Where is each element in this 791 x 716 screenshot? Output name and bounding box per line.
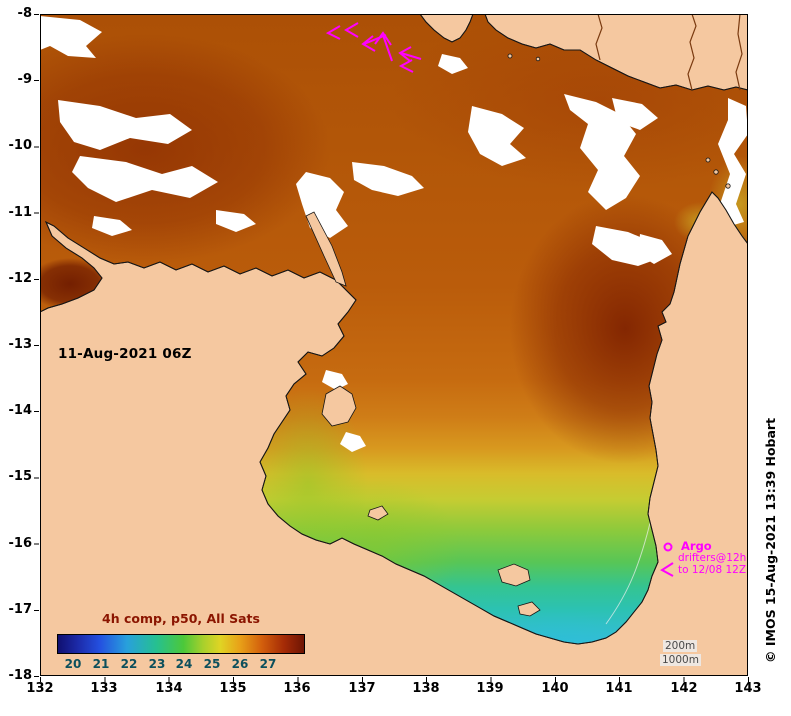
y-tick-label: -16 <box>8 536 33 551</box>
x-tick-label: 133 <box>90 681 118 696</box>
drifters-legend-line1: drifters@12h <box>678 552 747 564</box>
colorbar-tick-label: 26 <box>231 657 249 671</box>
y-tick-label: -10 <box>8 138 33 153</box>
x-tick-label: 138 <box>412 681 440 696</box>
sst-map-image <box>39 13 749 676</box>
drifter-arrows <box>325 22 422 73</box>
x-axis-ticks <box>40 677 749 682</box>
colorbar-tick-label: 24 <box>175 657 193 671</box>
x-tick-label: 132 <box>26 681 54 696</box>
imos-credit: © IMOS 15-Aug-2021 13:39 Hobart <box>763 417 778 663</box>
island-wessel <box>305 211 347 287</box>
y-tick-label: -8 <box>17 6 32 21</box>
y-tick-label: -15 <box>8 469 33 484</box>
plot-frame <box>40 14 748 676</box>
colorbar-tick-label: 27 <box>259 657 277 671</box>
colorbar-title: 4h comp, p50, All Sats <box>102 611 260 626</box>
y-axis-ticks <box>34 14 39 677</box>
colorbar-tick-label: 21 <box>92 657 110 671</box>
island-png-coastal-2 <box>535 56 541 62</box>
colorbar-tick-label: 25 <box>203 657 221 671</box>
colorbar <box>57 634 305 654</box>
drifter-chevron-icon <box>325 25 341 40</box>
x-tick-label: 137 <box>348 681 376 696</box>
drifter-chevron-icon <box>344 22 359 38</box>
map-plot-area <box>39 13 749 676</box>
island-png-coastal-1 <box>507 53 513 59</box>
y-tick-label: -18 <box>8 668 33 683</box>
drifter-chevron-icon <box>660 562 674 577</box>
colorbar-tick-label: 23 <box>148 657 166 671</box>
drifter-arrow-icon <box>361 34 387 52</box>
y-tick-label: -14 <box>8 403 33 418</box>
island-groote-eylandt <box>321 385 357 427</box>
y-tick-label: -9 <box>17 72 32 87</box>
png-rivers <box>595 13 743 91</box>
depth-label-1000m: 1000m <box>660 654 701 666</box>
x-tick-label: 136 <box>283 681 311 696</box>
y-tick-label: -17 <box>8 602 33 617</box>
datetime-annotation: 11-Aug-2021 06Z <box>58 346 192 362</box>
argo-legend-label: Argo <box>681 539 712 553</box>
argo-markers <box>660 542 674 577</box>
islands <box>305 53 731 617</box>
y-tick-label: -13 <box>8 337 33 352</box>
island-torres-3 <box>705 157 711 163</box>
drifters-legend-line2: to 12/08 12Z <box>678 564 747 576</box>
x-tick-label: 141 <box>605 681 633 696</box>
island-pellew <box>367 505 389 521</box>
drifter-chevron-icon <box>398 59 414 73</box>
x-tick-label: 140 <box>541 681 569 696</box>
island-torres-2 <box>725 183 731 189</box>
x-tick-label: 142 <box>670 681 698 696</box>
argo-float-icon <box>663 542 673 552</box>
island-torres-1 <box>713 169 719 175</box>
drifter-arrow-icon <box>398 46 422 62</box>
island-bentinck <box>517 601 541 617</box>
missing-data-clouds <box>40 16 748 452</box>
x-tick-label: 134 <box>155 681 183 696</box>
colorbar-tick-label: 20 <box>64 657 82 671</box>
x-tick-label: 135 <box>219 681 247 696</box>
island-mornington <box>497 563 531 587</box>
colorbar-tick-label: 22 <box>120 657 138 671</box>
depth-label-200m: 200m <box>663 640 698 652</box>
y-tick-label: -12 <box>8 271 33 286</box>
x-tick-label: 143 <box>734 681 762 696</box>
drifter-arrow-icon <box>374 31 393 62</box>
y-tick-label: -11 <box>8 205 33 220</box>
x-tick-label: 139 <box>476 681 504 696</box>
